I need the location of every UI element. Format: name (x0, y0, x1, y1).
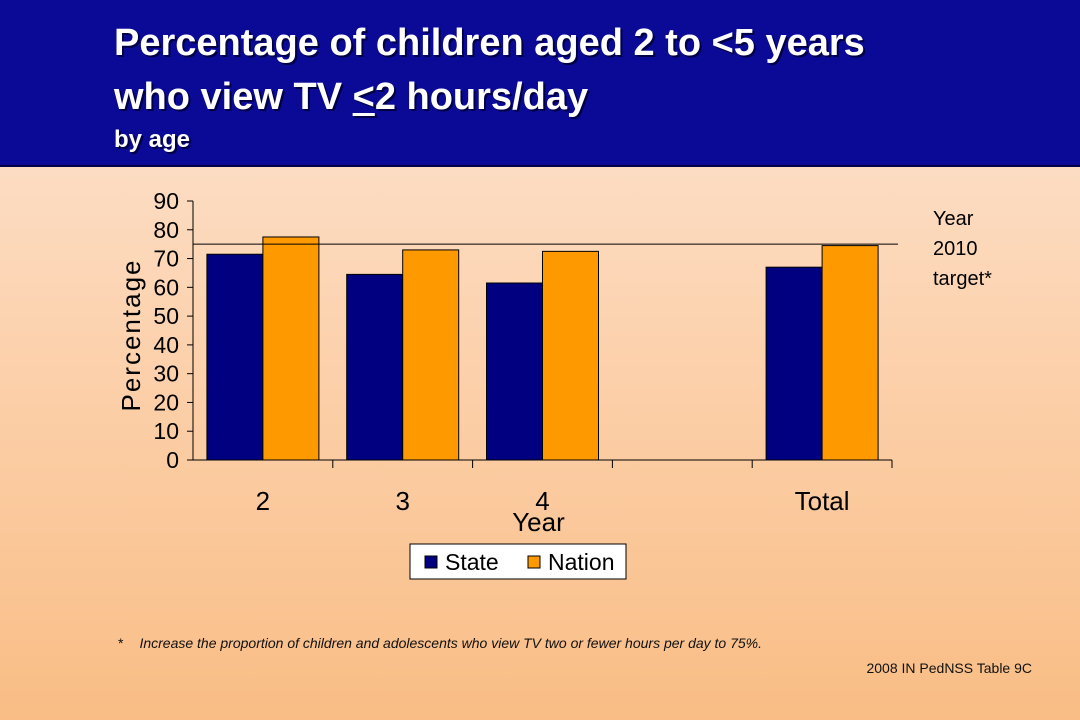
y-tick-label-40: 40 (153, 332, 179, 358)
page-title-line1: Percentage of children aged 2 to <5 year… (114, 22, 865, 64)
bar-state-3 (346, 273, 404, 461)
y-tick-label-20: 20 (153, 389, 179, 415)
x-tick-label-total: Total (795, 486, 850, 516)
y-tick-label-80: 80 (153, 217, 179, 243)
bar-state-total (765, 266, 823, 461)
bar-state-4 (486, 282, 543, 461)
page-subtitle: by age (114, 126, 191, 153)
legend-swatch-state (424, 555, 438, 569)
footnote: * Increase the proportion of children and… (118, 635, 762, 651)
x-axis-title: Year (512, 507, 565, 537)
x-tick-label-2: 2 (256, 486, 270, 516)
y-tick-label-50: 50 (153, 303, 179, 329)
target-label-line2: 2010 (933, 238, 978, 260)
y-tick-label-70: 70 (153, 246, 179, 272)
legend-box (409, 543, 627, 580)
title-line2-lt-symbol: < (352, 76, 375, 118)
title-line2-suffix: 2 hours/day (374, 76, 589, 118)
x-tick-label-3: 3 (395, 486, 409, 516)
footnote-marker: * (118, 635, 124, 651)
y-axis-title: Percentage (116, 259, 146, 412)
legend-label-state: State (445, 549, 499, 575)
y-tick-label-10: 10 (153, 418, 179, 444)
bar-nation-3 (402, 249, 460, 461)
target-label-line3: target* (933, 268, 992, 290)
bar-state-2 (206, 253, 264, 461)
x-tick-label-4: 4 (535, 486, 549, 516)
title-line2-prefix: who view TV (114, 76, 353, 118)
y-tick-label-30: 30 (153, 361, 179, 387)
legend-label-nation: Nation (548, 549, 614, 575)
bar-nation-4 (542, 250, 599, 461)
bar-nation-total (821, 245, 879, 461)
bar-nation-2 (262, 236, 320, 461)
legend-swatch-nation (527, 555, 541, 569)
target-label: Year 2010 target* (933, 204, 1023, 294)
source-citation: 2008 IN PedNSS Table 9C (866, 660, 1032, 676)
target-label-line1: Year (933, 208, 974, 230)
footnote-text: Increase the proportion of children and … (139, 635, 763, 651)
title-banner: Percentage of children aged 2 to <5 year… (0, 0, 1080, 167)
page-title-line2: who view TV <2 hours/day (114, 76, 588, 119)
y-tick-label-90: 90 (153, 188, 179, 214)
y-tick-label-0: 0 (166, 447, 179, 473)
y-tick-label-60: 60 (153, 274, 179, 300)
